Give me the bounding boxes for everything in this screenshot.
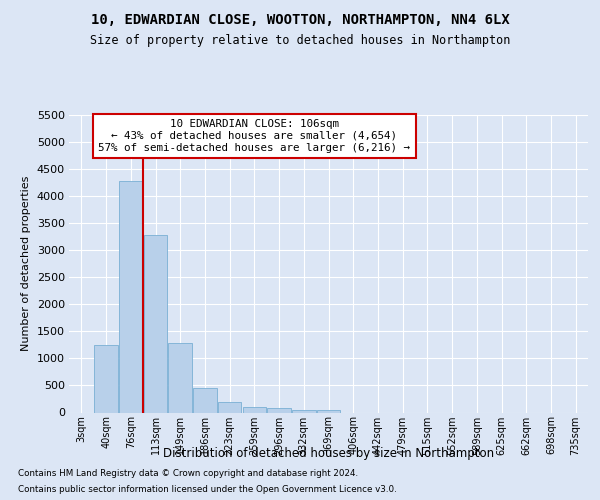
Bar xyxy=(292,410,316,412)
Text: Contains public sector information licensed under the Open Government Licence v3: Contains public sector information licen… xyxy=(18,485,397,494)
Text: 10, EDWARDIAN CLOSE, WOOTTON, NORTHAMPTON, NN4 6LX: 10, EDWARDIAN CLOSE, WOOTTON, NORTHAMPTO… xyxy=(91,12,509,26)
Bar xyxy=(268,408,291,412)
Text: Size of property relative to detached houses in Northampton: Size of property relative to detached ho… xyxy=(90,34,510,47)
Bar xyxy=(242,406,266,412)
Bar xyxy=(218,402,241,412)
Text: Contains HM Land Registry data © Crown copyright and database right 2024.: Contains HM Land Registry data © Crown c… xyxy=(18,468,358,477)
Bar xyxy=(94,345,118,412)
Text: Distribution of detached houses by size in Northampton: Distribution of detached houses by size … xyxy=(163,448,494,460)
Bar xyxy=(144,235,167,412)
Bar xyxy=(193,388,217,412)
Bar xyxy=(119,181,143,412)
Bar xyxy=(169,344,192,412)
Y-axis label: Number of detached properties: Number of detached properties xyxy=(21,176,31,352)
Text: 10 EDWARDIAN CLOSE: 106sqm
← 43% of detached houses are smaller (4,654)
57% of s: 10 EDWARDIAN CLOSE: 106sqm ← 43% of deta… xyxy=(98,120,410,152)
Bar xyxy=(317,410,340,412)
